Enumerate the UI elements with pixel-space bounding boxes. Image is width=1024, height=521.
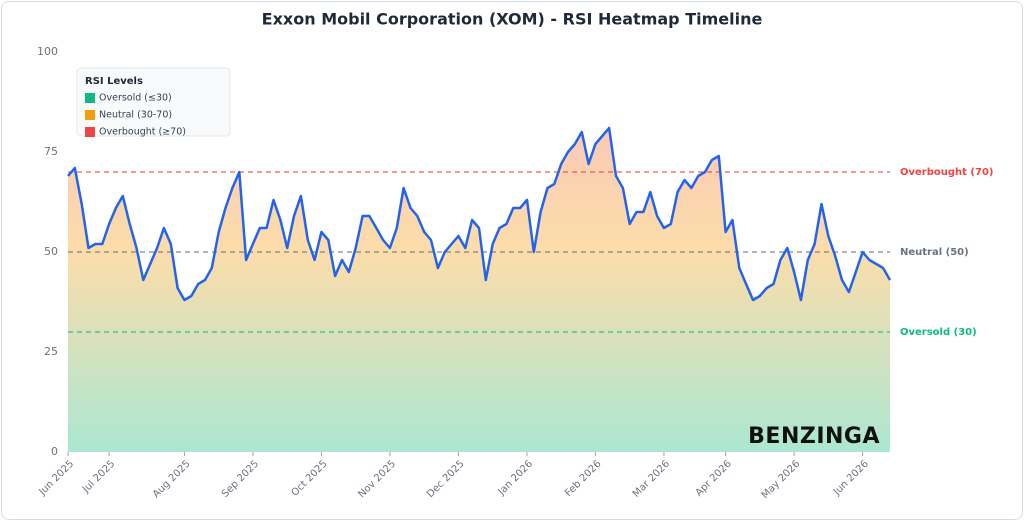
y-tick-label: 0 — [51, 445, 58, 458]
reference-label: Overbought (70) — [900, 167, 993, 178]
rsi-line — [67, 126, 892, 302]
x-tick-label: Apr 2026 — [694, 458, 734, 498]
reference-label: Oversold (30) — [900, 327, 977, 338]
watermark: BENZINGA — [748, 424, 880, 449]
legend-swatch — [85, 93, 95, 103]
x-tick-label: Oct 2025 — [289, 458, 329, 498]
legend: RSI Levels Oversold (≤30) Neutral (30-70) O… — [76, 67, 231, 138]
legend-box — [76, 67, 231, 137]
chart-title: Exxon Mobil Corporation (XOM) - RSI Heat… — [262, 10, 763, 29]
x-tick-label: May 2026 — [760, 458, 803, 501]
rsi-area — [68, 128, 890, 452]
x-tick-label: Feb 2026 — [563, 458, 604, 499]
x-tick-label: Jun 2026 — [831, 458, 871, 498]
legend-label: Neutral (30-70) — [99, 110, 172, 121]
legend-swatch — [85, 110, 95, 120]
y-tick-label: 50 — [44, 245, 58, 258]
x-tick-label: Aug 2025 — [151, 458, 193, 500]
reference-label: Neutral (50) — [900, 247, 969, 258]
x-tick-label: Nov 2025 — [356, 458, 398, 500]
y-tick-label: 25 — [44, 345, 58, 358]
legend-label: Overbought (≥70) — [99, 127, 186, 138]
x-tick-label: Jun 2025 — [36, 458, 76, 498]
legend-swatch — [85, 127, 95, 137]
x-tick-label: Jan 2026 — [496, 458, 536, 498]
x-tick-label: Mar 2026 — [631, 458, 672, 499]
legend-label: Oversold (≤30) — [99, 93, 172, 104]
y-tick-label: 100 — [37, 45, 58, 58]
x-tick-label: Sep 2025 — [220, 458, 261, 499]
y-tick-label: 75 — [44, 145, 58, 158]
x-tick-label: Jul 2025 — [80, 458, 117, 495]
x-tick-label: Dec 2025 — [425, 458, 467, 500]
legend-title: RSI Levels — [85, 76, 143, 87]
